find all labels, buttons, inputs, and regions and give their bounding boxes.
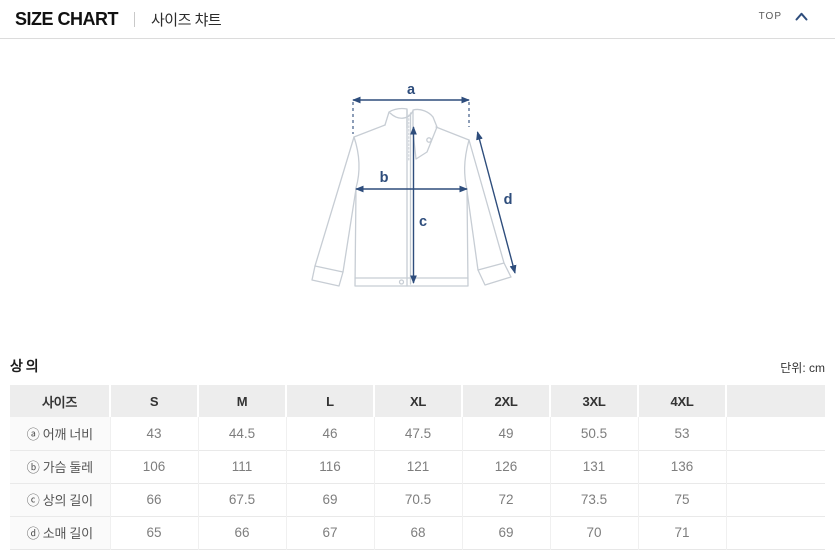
column-header-L: L — [285, 385, 374, 417]
size-value-cell: 136 — [637, 449, 726, 483]
size-value-cell: 72 — [461, 482, 550, 516]
column-header-M: M — [197, 385, 286, 417]
label-d: d — [504, 192, 513, 208]
column-header-사이즈: 사이즈 — [10, 385, 110, 417]
table-row: ⓒ 상의 길이 66 67.5 69 70.5 72 73.5 75 — [10, 482, 825, 516]
size-value-cell — [725, 482, 825, 516]
table-section-row: 상 의 단위: cm — [10, 356, 825, 376]
section-header: SIZE CHART 사이즈 챠트 TOP — [0, 0, 835, 39]
page-title: SIZE CHART — [15, 9, 119, 29]
size-value-cell: 69 — [285, 482, 374, 516]
page-subtitle: 사이즈 챠트 — [151, 12, 222, 29]
size-value-cell: 66 — [109, 482, 198, 516]
size-value-cell: 65 — [109, 515, 198, 549]
title-divider — [134, 12, 135, 27]
table-row: ⓓ 소매 길이 65 66 67 68 69 70 71 — [10, 515, 825, 549]
size-value-cell — [725, 417, 825, 450]
size-table-container: 사이즈 S M L XL 2XL 3XL 4XL ⓐ 어깨 너비 43 44.5 46 47.5 49 5… — [10, 385, 825, 550]
size-value-cell: 46 — [285, 417, 374, 450]
size-value-cell — [725, 515, 825, 549]
size-value-cell: 50.5 — [549, 417, 638, 450]
size-value-cell — [725, 449, 825, 483]
size-value-cell: 70 — [549, 515, 638, 549]
scroll-to-top-link[interactable]: TOP — [759, 11, 808, 22]
size-value-cell: 66 — [197, 515, 286, 549]
size-value-cell: 47.5 — [373, 417, 462, 450]
column-header-empty — [725, 385, 825, 417]
size-table: 사이즈 S M L XL 2XL 3XL 4XL ⓐ 어깨 너비 43 44.5 46 47.5 49 5… — [10, 385, 825, 550]
size-value-cell: 75 — [637, 482, 726, 516]
measurement-labels: a b c d — [380, 82, 513, 230]
label-a: a — [407, 82, 416, 98]
size-value-cell: 121 — [373, 449, 462, 483]
jacket-outline — [311, 107, 512, 287]
row-label: ⓓ 소매 길이 — [10, 515, 110, 549]
column-header-3XL: 3XL — [549, 385, 638, 417]
unit-label: 단위: cm — [780, 361, 825, 375]
row-label: ⓑ 가슴 둘레 — [10, 449, 110, 483]
column-header-S: S — [109, 385, 198, 417]
arrow-d — [476, 131, 517, 274]
size-value-cell: 73.5 — [549, 482, 638, 516]
chevron-up-icon — [795, 12, 808, 21]
row-label: ⓒ 상의 길이 — [10, 482, 110, 516]
label-b: b — [380, 170, 389, 186]
size-value-cell: 68 — [373, 515, 462, 549]
top-label: TOP — [758, 11, 782, 22]
size-value-cell: 67 — [285, 515, 374, 549]
size-value-cell: 67.5 — [197, 482, 286, 516]
column-header-4XL: 4XL — [637, 385, 726, 417]
size-value-cell: 70.5 — [373, 482, 462, 516]
measurement-arrows — [352, 96, 517, 284]
size-value-cell: 71 — [637, 515, 726, 549]
table-row: ⓐ 어깨 너비 43 44.5 46 47.5 49 50.5 53 — [10, 417, 825, 450]
size-value-cell: 111 — [197, 449, 286, 483]
size-value-cell: 49 — [461, 417, 550, 450]
table-header-row: 사이즈 S M L XL 2XL 3XL 4XL — [10, 385, 825, 417]
size-value-cell: 106 — [109, 449, 198, 483]
header-titles: SIZE CHART 사이즈 챠트 — [15, 9, 222, 30]
size-value-cell: 53 — [637, 417, 726, 450]
column-header-XL: XL — [373, 385, 462, 417]
jacket-measurement-diagram: a b c d — [280, 70, 560, 320]
label-c: c — [419, 214, 427, 230]
size-value-cell: 44.5 — [197, 417, 286, 450]
jacket-diagram-svg: a b c d — [311, 82, 517, 287]
size-value-cell: 43 — [109, 417, 198, 450]
table-section-title: 상 의 — [10, 358, 39, 374]
size-value-cell: 131 — [549, 449, 638, 483]
table-row: ⓑ 가슴 둘레 106 111 116 121 126 131 136 — [10, 449, 825, 483]
row-label: ⓐ 어깨 너비 — [10, 417, 110, 450]
size-value-cell: 126 — [461, 449, 550, 483]
size-value-cell: 116 — [285, 449, 374, 483]
size-value-cell: 69 — [461, 515, 550, 549]
column-header-2XL: 2XL — [461, 385, 550, 417]
